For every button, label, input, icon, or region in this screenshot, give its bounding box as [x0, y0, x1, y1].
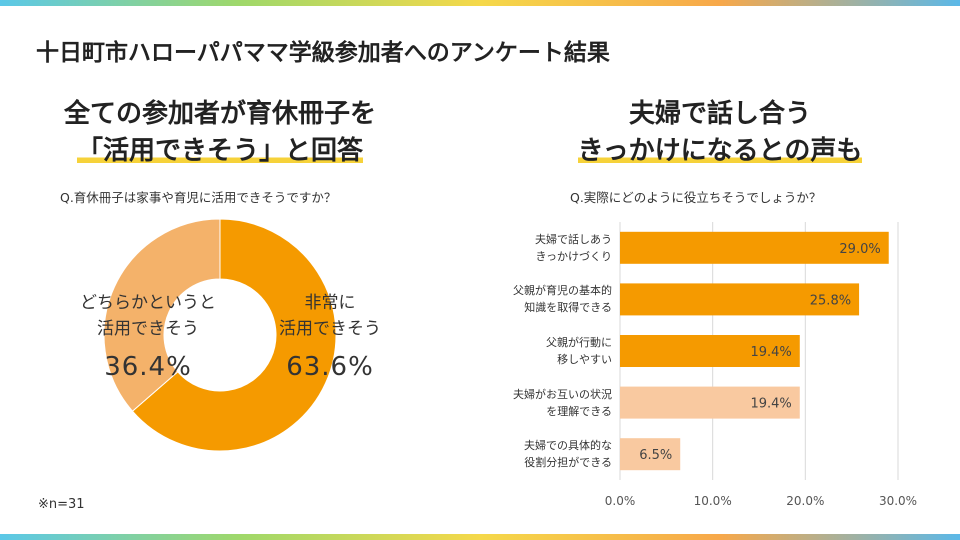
donut-label-somewhat-line2: 活用できそう: [97, 319, 199, 339]
donut-value-somewhat: 36.4%: [104, 352, 192, 382]
left-headline: 全ての参加者が育休冊子を 「活用できそう」と回答: [20, 96, 420, 170]
bar-category-label-3: 夫婦がお互いの状況 を理解できる: [513, 387, 612, 418]
donut-label-very-line2: 活用できそう: [279, 319, 381, 339]
bar-value-label-0: 29.0%: [839, 242, 880, 257]
bar-category-label-1: 父親が育児の基本的 知識を取得できる: [513, 284, 612, 315]
bar-value-label-4: 6.5%: [639, 448, 672, 463]
donut-label-somewhat-line1: どちらかというと: [80, 293, 216, 313]
sample-size-note: ※n=31: [38, 497, 85, 512]
left-question: Q.育休冊子は家事や育児に活用できそうですか？: [60, 190, 337, 205]
right-headline-line1: 夫婦で話し合う: [628, 99, 811, 129]
bar-category-label-2: 父親が行動に 移しやすい: [546, 336, 612, 366]
bar-category-label-4: 夫婦での具体的な 役割分担ができる: [524, 439, 612, 470]
x-tick-label-3: 30.0%: [879, 494, 917, 508]
donut-label-very: 非常に 活用できそう 63.6%: [230, 290, 430, 380]
bar-category-label-0: 夫婦で話しあう きっかけづくり: [535, 232, 612, 263]
donut-label-somewhat: どちらかというと 活用できそう 36.4%: [48, 290, 248, 380]
bar-value-label-1: 25.8%: [810, 293, 851, 308]
right-question: Q.実際にどのように役立ちそうでしょうか？: [570, 190, 822, 205]
bar-0: [620, 231, 889, 264]
x-tick-label-1: 10.0%: [694, 494, 732, 508]
left-headline-line1: 全ての参加者が育休冊子を: [63, 99, 376, 129]
bottom-color-stripe: [0, 534, 960, 540]
top-color-stripe: [0, 0, 960, 6]
x-tick-label-2: 20.0%: [786, 494, 824, 508]
left-headline-line2: 「活用できそう」と回答: [76, 136, 363, 166]
bar-value-label-2: 19.4%: [750, 345, 791, 360]
right-headline: 夫婦で話し合う きっかけになるとの声も: [520, 96, 920, 170]
bar-4: [620, 438, 681, 471]
x-tick-label-0: 0.0%: [605, 494, 636, 508]
donut-slice-1: [103, 218, 221, 412]
right-headline-line2: きっかけになるとの声も: [577, 136, 863, 166]
bar-3: [620, 386, 800, 419]
donut-label-very-line1: 非常に: [304, 293, 356, 313]
donut-value-very: 63.6%: [286, 352, 374, 382]
bar-1: [620, 283, 860, 316]
donut-slice-0: [131, 218, 337, 452]
bar-value-label-3: 19.4%: [750, 397, 791, 412]
page-title: 十日町市ハローパパママ学級参加者へのアンケート結果: [36, 40, 610, 66]
bar-2: [620, 335, 800, 367]
